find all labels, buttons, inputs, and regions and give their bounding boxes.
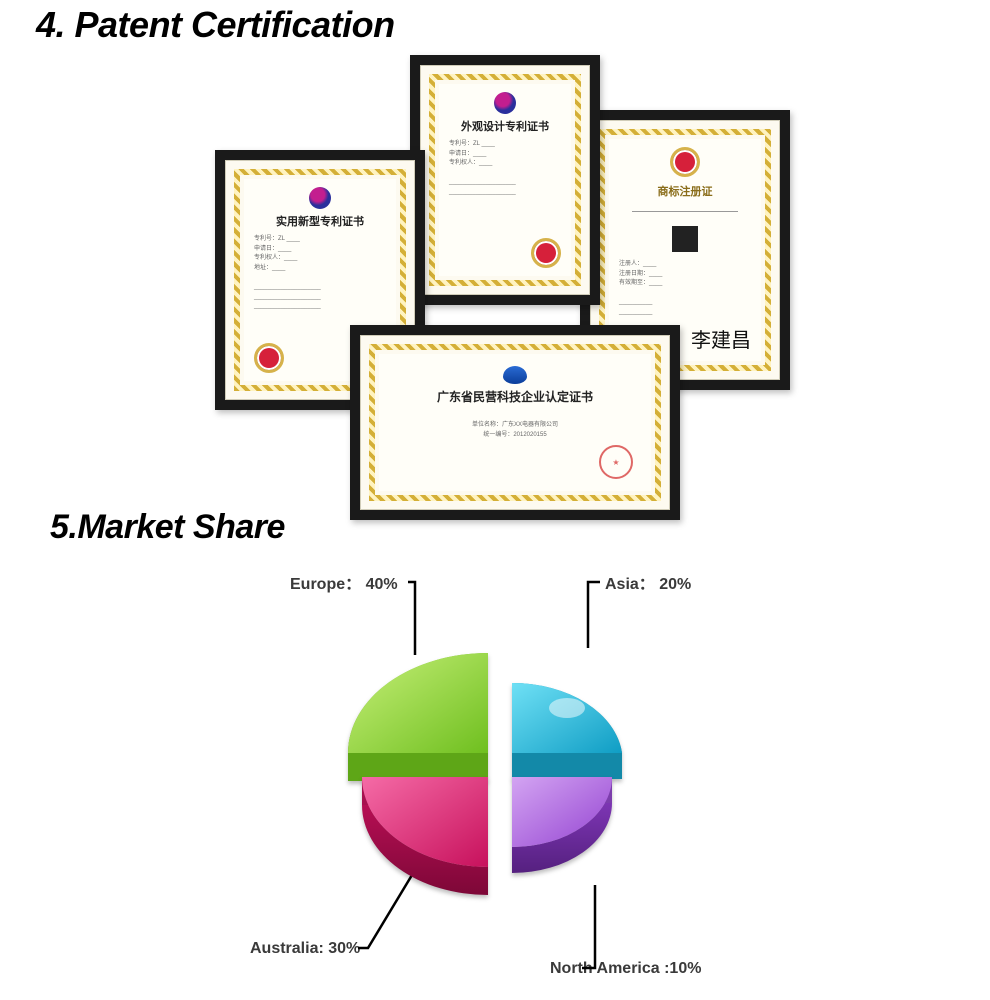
patent-logo-icon bbox=[309, 187, 331, 209]
certificate-title: 广东省民营科技企业认定证书 bbox=[437, 388, 593, 405]
certificate-mat: 广东省民营科技企业认定证书 单位名称：广东XX电器有限公司 统一编号：20120… bbox=[360, 335, 670, 510]
section-title-market: 5.Market Share bbox=[50, 508, 285, 547]
certificate-title: 实用新型专利证书 bbox=[276, 213, 364, 229]
certificate-text: 注册人：____注册日期：____有效期至：__________________… bbox=[619, 260, 751, 318]
trademark-block-icon bbox=[672, 226, 698, 252]
certificate-frame-bottom: 广东省民营科技企业认定证书 单位名称：广东XX电器有限公司 统一编号：20120… bbox=[350, 325, 680, 520]
pie-slice-north-america bbox=[512, 777, 612, 873]
blue-logo-icon bbox=[503, 366, 527, 384]
certificates-collage: 外观设计专利证书 专利号：ZL ____申请日：____专利权人：_______… bbox=[180, 55, 830, 485]
pie-slice-australia bbox=[362, 777, 488, 895]
divider bbox=[632, 211, 738, 212]
certificate-body: 广东省民营科技企业认定证书 单位名称：广东XX电器有限公司 统一编号：20120… bbox=[379, 354, 651, 491]
patent-logo-icon bbox=[494, 92, 516, 114]
pie-slice-asia bbox=[512, 683, 622, 779]
certificate-line-1: 单位名称：广东XX电器有限公司 bbox=[397, 421, 633, 431]
red-seal-icon bbox=[670, 147, 700, 177]
certificate-title: 外观设计专利证书 bbox=[461, 118, 549, 134]
market-share-chart: Europe： 40% Asia： 20% Australia: 30% Nor… bbox=[250, 560, 790, 990]
certificate-title: 商标注册证 bbox=[658, 183, 713, 199]
certificate-frame-top: 外观设计专利证书 专利号：ZL ____申请日：____专利权人：_______… bbox=[410, 55, 600, 305]
stamp-icon: ★ bbox=[599, 445, 633, 479]
red-seal-icon bbox=[531, 238, 561, 268]
pie-slice-europe bbox=[347, 653, 488, 781]
certificate-text: 专利号：ZL ____申请日：____专利权人：________________… bbox=[449, 140, 561, 198]
certificate-signature: 李建昌 bbox=[691, 324, 751, 353]
certificate-mat: 外观设计专利证书 专利号：ZL ____申请日：____专利权人：_______… bbox=[420, 65, 590, 295]
red-seal-icon bbox=[254, 343, 284, 373]
certificate-text: 专利号：ZL ____申请日：____专利权人：____地址：_________… bbox=[254, 235, 386, 312]
certificate-body: 外观设计专利证书 专利号：ZL ____申请日：____专利权人：_______… bbox=[439, 84, 571, 276]
pie-slices bbox=[250, 560, 790, 990]
certificate-line-2: 统一编号：2012020155 bbox=[397, 431, 633, 441]
section-title-patent: 4. Patent Certification bbox=[36, 4, 395, 46]
